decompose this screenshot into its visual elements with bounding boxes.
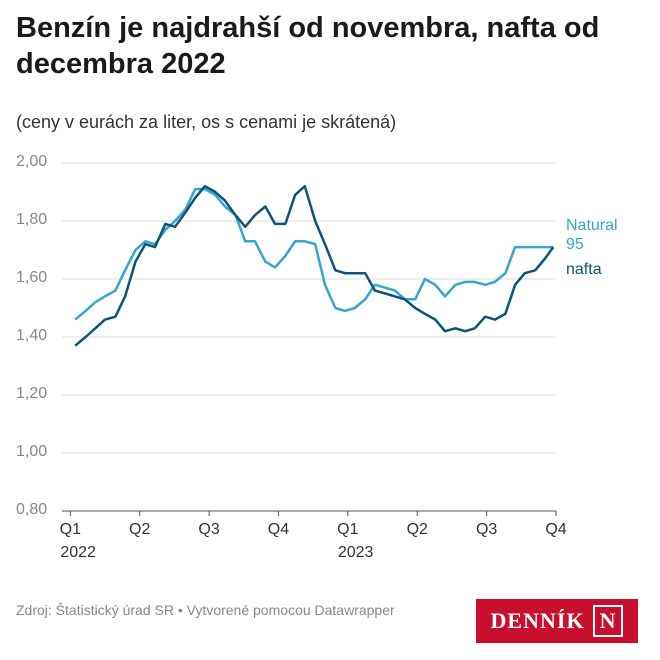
x-tick-label: Q1 <box>337 521 358 538</box>
y-tick-label: 1,40 <box>16 327 47 344</box>
logo-mark: N <box>592 605 624 637</box>
x-tick-label: Q4 <box>268 521 289 538</box>
logo: DENNÍK N <box>476 599 638 643</box>
y-tick-label: 0,80 <box>16 501 47 518</box>
chart-subtitle: (ceny v eurách za liter, os s cenami je … <box>16 112 397 132</box>
y-tick-label: 1,20 <box>16 385 47 402</box>
y-tick-label: 2,00 <box>16 153 47 170</box>
legend-label: nafta <box>566 261 602 278</box>
y-tick-label: 1,00 <box>16 443 47 460</box>
x-tick-label: Q3 <box>476 521 497 538</box>
chart-title: Benzín je najdrahší od novembra, nafta o… <box>16 12 600 80</box>
y-tick-label: 1,60 <box>16 269 47 286</box>
series-line <box>74 184 555 347</box>
x-tick-label: Q3 <box>198 521 219 538</box>
x-year-label: 2022 <box>60 544 96 561</box>
legend-label: Natural 95 <box>566 217 618 253</box>
x-tick-label: Q2 <box>129 521 150 538</box>
series-line <box>74 187 554 321</box>
source: Zdroj: Štatistický úrad SR • Vytvorené p… <box>16 602 395 618</box>
logo-text: DENNÍK <box>490 608 585 633</box>
x-tick-label: Q1 <box>60 521 81 538</box>
y-tick-label: 1,80 <box>16 211 47 228</box>
x-year-label: 2023 <box>338 544 374 561</box>
x-tick-label: Q4 <box>545 521 566 538</box>
x-tick-label: Q2 <box>407 521 428 538</box>
